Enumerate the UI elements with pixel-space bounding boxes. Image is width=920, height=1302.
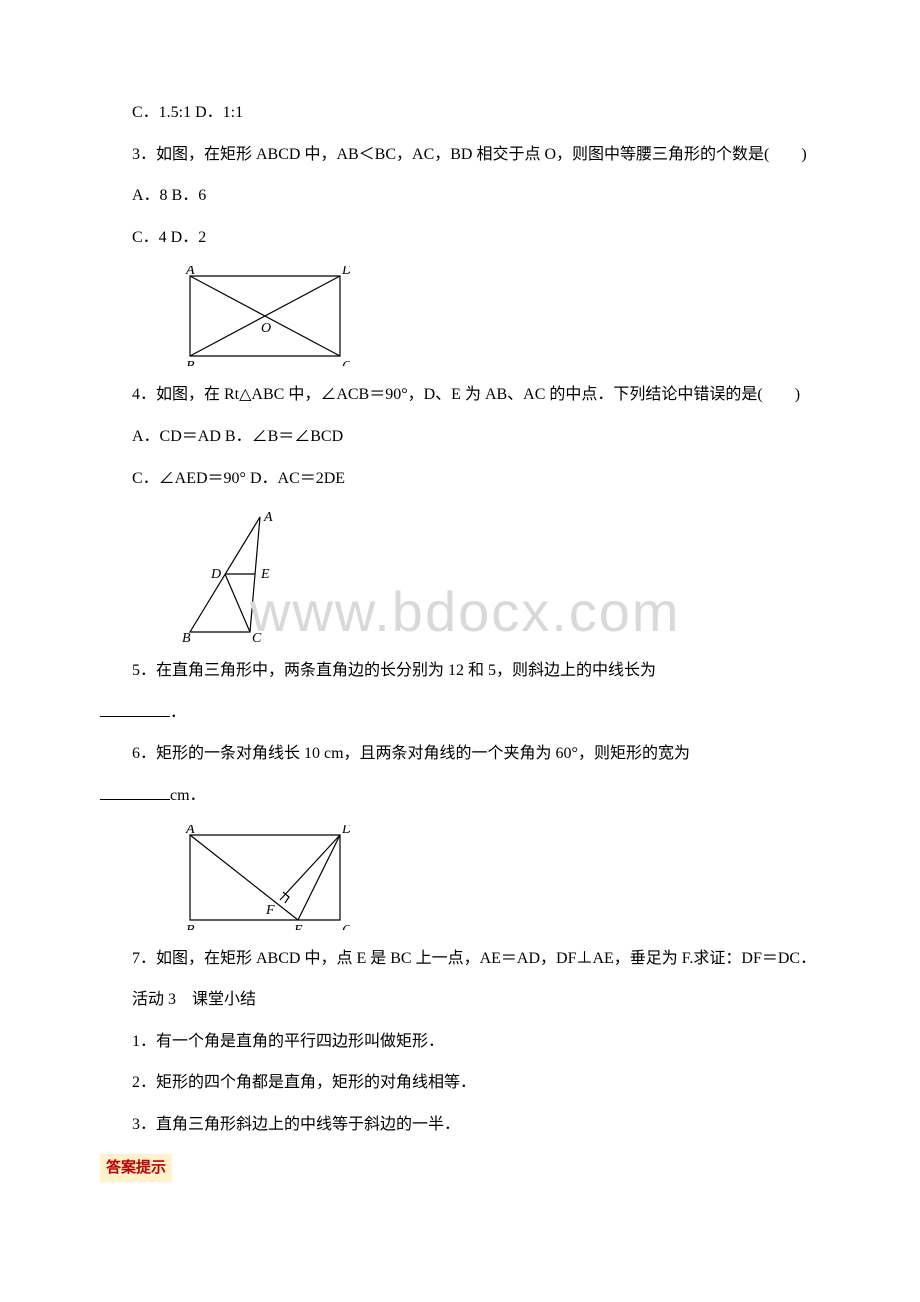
q3-option-ab: A．8 B．6 xyxy=(100,183,820,209)
q5-blank xyxy=(100,701,170,717)
svg-text:B: B xyxy=(186,923,195,930)
svg-text:E: E xyxy=(260,567,270,582)
summary-3: 3．直角三角形斜边上的中线等于斜边的一半． xyxy=(100,1112,820,1138)
svg-text:B: B xyxy=(186,359,195,366)
svg-text:F: F xyxy=(265,903,275,918)
q6-unit: cm． xyxy=(170,787,206,804)
q6-blank-row: cm． xyxy=(100,783,820,809)
q6-text: 6．矩形的一条对角线长 10 cm，且两条对角线的一个夹角为 60°，则矩形的宽… xyxy=(132,745,690,762)
q6-blank xyxy=(100,784,170,800)
summary-1: 1．有一个角是直角的平行四边形叫做矩形． xyxy=(100,1029,820,1055)
q4-figure: A B C D E xyxy=(180,507,820,642)
answer-hint-row: 答案提示 xyxy=(100,1154,820,1182)
q5-blank-row: ． xyxy=(100,700,820,726)
svg-text:D: D xyxy=(341,266,350,278)
q4-stem: 4．如图，在 Rt△ABC 中，∠ACB＝90°，D、E 为 AB、AC 的中点… xyxy=(100,382,820,408)
svg-text:A: A xyxy=(263,510,273,525)
q6-figure: A D B C E F xyxy=(180,825,820,930)
q5-period: ． xyxy=(170,704,186,721)
svg-text:C: C xyxy=(342,359,350,366)
activity3-title: 活动 3 课堂小结 xyxy=(100,987,820,1013)
q4-option-cd: C．∠AED＝90° D．AC＝2DE xyxy=(100,466,820,492)
summary-2: 2．矩形的四个角都是直角，矩形的对角线相等． xyxy=(100,1070,820,1096)
svg-text:C: C xyxy=(342,923,350,930)
answer-hint-label: 答案提示 xyxy=(100,1154,172,1182)
q6-stem: 6．矩形的一条对角线长 10 cm，且两条对角线的一个夹角为 60°，则矩形的宽… xyxy=(100,741,820,767)
q5-stem: 5．在直角三角形中，两条直角边的长分别为 12 和 5，则斜边上的中线长为 xyxy=(100,658,820,684)
svg-text:C: C xyxy=(252,631,262,642)
q3-figure: A D B C O xyxy=(180,266,820,366)
svg-text:A: A xyxy=(185,825,195,837)
svg-text:O: O xyxy=(261,321,271,336)
q7-stem: 7．如图，在矩形 ABCD 中，点 E 是 BC 上一点，AE＝AD，DF⊥AE… xyxy=(100,946,820,972)
svg-text:D: D xyxy=(341,825,350,837)
svg-text:A: A xyxy=(185,266,195,278)
q4-option-ab: A．CD＝AD B．∠B＝∠BCD xyxy=(100,424,820,450)
svg-text:E: E xyxy=(293,923,303,930)
svg-text:B: B xyxy=(182,631,191,642)
q2-option-cd: C．1.5:1 D．1:1 xyxy=(100,100,820,126)
q3-option-cd: C．4 D．2 xyxy=(100,225,820,251)
q3-stem: 3．如图，在矩形 ABCD 中，AB＜BC，AC，BD 相交于点 O，则图中等腰… xyxy=(100,142,820,168)
q5-text: 5．在直角三角形中，两条直角边的长分别为 12 和 5，则斜边上的中线长为 xyxy=(132,662,656,679)
svg-text:D: D xyxy=(210,567,221,582)
